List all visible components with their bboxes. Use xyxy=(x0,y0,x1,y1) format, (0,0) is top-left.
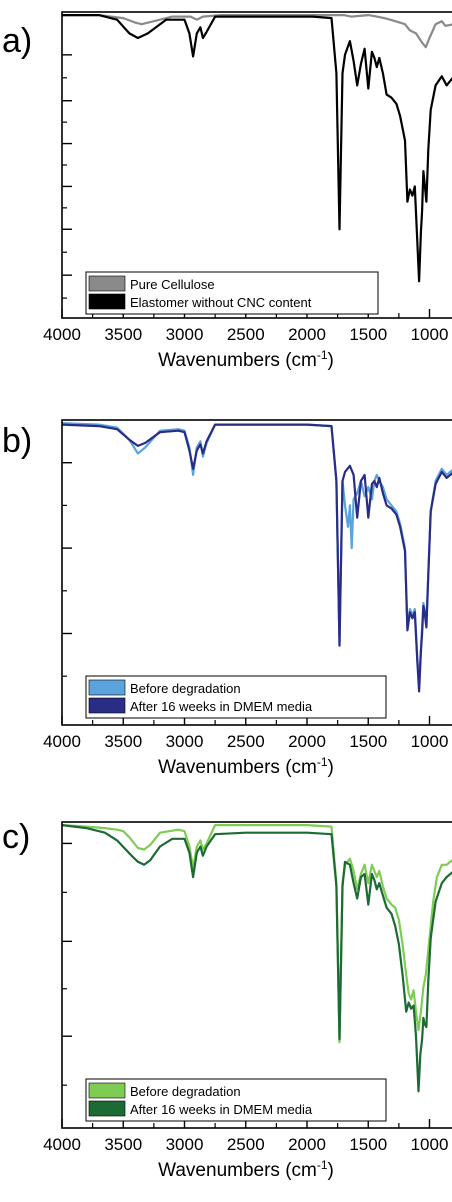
x-tick-label: 3000 xyxy=(166,1135,204,1154)
x-tick-label: 2500 xyxy=(227,732,265,751)
x-tick-label: 1500 xyxy=(349,325,387,344)
legend-swatch xyxy=(88,1082,126,1099)
x-tick-label: 2500 xyxy=(227,1135,265,1154)
legend-label: Elastomer without CNC content xyxy=(130,295,312,310)
legend-swatch xyxy=(88,293,126,310)
plot-frame xyxy=(61,419,452,726)
x-tick-label: 1000 xyxy=(411,1135,449,1154)
series-line-1 xyxy=(62,422,452,684)
plot-frame xyxy=(61,821,452,1129)
legend-label: Before degradation xyxy=(130,681,241,696)
x-tick-label: 2500 xyxy=(227,325,265,344)
panel-label: b) xyxy=(2,422,33,460)
legend-swatch xyxy=(88,697,126,714)
legend-label: After 16 weeks in DMEM media xyxy=(130,1102,313,1117)
x-axis-title: Wavenumbers (cm-1) xyxy=(158,348,334,371)
x-tick-label: 4000 xyxy=(43,1135,81,1154)
x-tick-label: 1500 xyxy=(349,732,387,751)
legend-label: After 16 weeks in DMEM media xyxy=(130,699,313,714)
x-tick-label: 1000 xyxy=(411,325,449,344)
spectrum-chart-b: 4000 3500 3000 2500 2000 1500 1000 Wavenumbers … xyxy=(43,419,452,778)
legend-label: Pure Cellulose xyxy=(130,277,215,292)
series-line-2 xyxy=(62,14,452,283)
series-line-1 xyxy=(62,14,452,49)
series-line-2 xyxy=(62,824,452,1093)
x-tick-label: 3000 xyxy=(166,732,204,751)
panel-label: c) xyxy=(2,818,31,856)
x-axis-title: Wavenumbers (cm-1) xyxy=(158,755,334,778)
x-tick-label: 4000 xyxy=(43,732,81,751)
x-tick-label: 3500 xyxy=(104,732,142,751)
legend-swatch xyxy=(88,1100,126,1117)
x-tick-label: 1000 xyxy=(411,732,449,751)
x-tick-label: 3000 xyxy=(166,325,204,344)
legend-box xyxy=(85,675,387,719)
spectrum-chart-c: 4000 3500 3000 2500 2000 1500 1000 Wavenumbers … xyxy=(43,821,452,1181)
legend-box xyxy=(85,271,379,315)
series-line-1 xyxy=(62,824,452,1044)
legend-label: Before degradation xyxy=(130,1084,241,1099)
x-axis-title: Wavenumbers (cm-1) xyxy=(158,1158,334,1181)
panel-b: b) 4000 3500 3000 2500 2000 1500 1000 Wavenumbe… xyxy=(0,400,452,800)
x-tick-label: 4000 xyxy=(43,325,81,344)
x-tick-label: 1500 xyxy=(349,1135,387,1154)
legend-swatch xyxy=(88,275,126,292)
legend-box xyxy=(85,1078,387,1122)
spectrum-chart-a: 4000 3500 3000 2500 2000 1500 1000 Wavenumbers … xyxy=(43,11,452,371)
x-tick-label: 3500 xyxy=(104,1135,142,1154)
legend-swatch xyxy=(88,679,126,696)
x-tick-label: 2000 xyxy=(288,1135,326,1154)
series-line-2 xyxy=(62,423,452,693)
x-tick-label: 2000 xyxy=(288,325,326,344)
x-tick-label: 2000 xyxy=(288,732,326,751)
panel-c: c) 4000 3500 3000 2500 2000 1500 1000 Wavenumbe… xyxy=(0,800,452,1202)
x-tick-label: 3500 xyxy=(104,325,142,344)
panel-a: a) 4000 3500 3000 2500 2000 1500 1000 Wavenumbe… xyxy=(0,0,452,400)
panel-label: a) xyxy=(2,22,33,60)
